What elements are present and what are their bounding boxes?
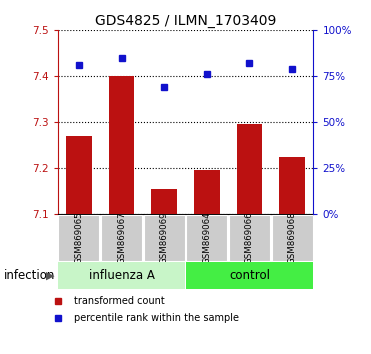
FancyBboxPatch shape	[229, 215, 270, 262]
FancyBboxPatch shape	[58, 262, 185, 289]
Text: GSM869068: GSM869068	[288, 212, 297, 264]
Text: control: control	[229, 269, 270, 282]
Text: percentile rank within the sample: percentile rank within the sample	[75, 313, 239, 323]
Bar	[151, 189, 177, 214]
Text: infection: infection	[4, 269, 55, 282]
FancyBboxPatch shape	[101, 215, 142, 262]
FancyBboxPatch shape	[186, 262, 313, 289]
Text: transformed count: transformed count	[75, 296, 165, 306]
Title: GDS4825 / ILMN_1703409: GDS4825 / ILMN_1703409	[95, 14, 276, 28]
Text: GSM869069: GSM869069	[160, 212, 169, 264]
Text: ▶: ▶	[46, 270, 55, 280]
FancyBboxPatch shape	[144, 215, 185, 262]
Bar	[279, 156, 305, 214]
FancyBboxPatch shape	[58, 215, 99, 262]
Bar	[194, 170, 220, 214]
Bar	[66, 136, 92, 214]
FancyBboxPatch shape	[272, 215, 313, 262]
Text: GSM869064: GSM869064	[202, 212, 211, 264]
Bar	[237, 124, 262, 214]
Bar	[109, 76, 134, 214]
Text: GSM869066: GSM869066	[245, 212, 254, 264]
Text: GSM869067: GSM869067	[117, 212, 126, 264]
Text: influenza A: influenza A	[89, 269, 154, 282]
FancyBboxPatch shape	[186, 215, 227, 262]
Text: GSM869065: GSM869065	[74, 212, 83, 264]
